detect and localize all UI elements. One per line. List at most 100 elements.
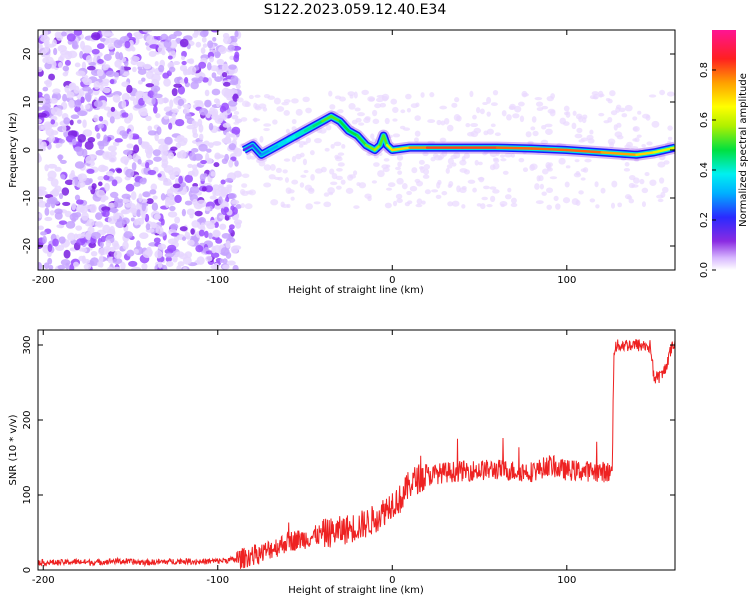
ridge-segment — [286, 134, 298, 142]
noise-blob — [43, 30, 49, 37]
noise-blob — [213, 262, 220, 270]
haze-blob — [382, 167, 390, 173]
noise-blob — [73, 85, 80, 94]
noise-blob — [62, 71, 69, 77]
colorbar-tick-label: 0.6 — [699, 112, 710, 128]
haze-blob — [532, 130, 539, 137]
noise-blob — [71, 203, 77, 211]
spectrogram-ridge — [241, 110, 675, 161]
haze-blob — [330, 181, 338, 186]
haze-blob — [431, 189, 439, 193]
noise-blob — [62, 201, 71, 207]
noise-blob — [128, 112, 134, 122]
noise-blob — [171, 113, 177, 119]
noise-blob — [216, 58, 225, 66]
noise-blob — [142, 191, 151, 198]
haze-blob — [441, 149, 448, 157]
haze-blob — [335, 175, 343, 181]
haze-blob — [547, 167, 553, 172]
noise-blob — [105, 70, 116, 77]
noise-blob — [85, 231, 92, 241]
noise-blob — [89, 204, 97, 213]
haze-blob — [337, 162, 345, 167]
noise-blob — [52, 88, 61, 94]
noise-blob — [220, 179, 226, 185]
noise-blob — [151, 97, 156, 105]
noise-blob — [188, 58, 195, 65]
noise-blob — [186, 124, 196, 130]
noise-blob — [90, 251, 98, 257]
colorbar: 0.0 0.2 0.4 0.6 0.8 Normalized spectral ampl… — [699, 30, 749, 278]
ridge-segment — [312, 119, 324, 128]
noise-blob — [173, 83, 183, 88]
noise-blob — [145, 83, 155, 88]
haze-blob — [525, 131, 532, 138]
haze-blob — [470, 130, 479, 138]
haze-blob — [373, 162, 380, 167]
noise-blob — [47, 243, 53, 253]
haze-blob — [234, 146, 239, 154]
noise-blob — [142, 94, 148, 102]
colorbar-tick-label: 0.0 — [699, 262, 710, 278]
haze-blob — [631, 184, 639, 188]
ridge-segment — [277, 139, 289, 147]
noise-blob — [52, 238, 59, 247]
haze-blob — [586, 134, 594, 140]
noise-blob — [106, 171, 114, 177]
haze-blob — [578, 139, 585, 143]
haze-blob — [330, 143, 335, 149]
haze-blob — [639, 178, 645, 185]
ridge-segment — [635, 151, 656, 157]
noise-blob — [156, 126, 162, 135]
noise-blob — [165, 260, 174, 267]
noise-blob — [118, 52, 124, 61]
haze-blob — [299, 182, 305, 188]
noise-blob — [50, 119, 56, 125]
noise-blob — [123, 231, 134, 239]
haze-blob — [352, 170, 358, 176]
haze-blob — [651, 120, 660, 128]
haze-blob — [263, 182, 272, 188]
spectrogram-x-tick-label: -100 — [206, 275, 229, 286]
haze-blob — [483, 130, 489, 136]
haze-blob — [559, 117, 567, 125]
spectrogram-y-tick-label: 10 — [22, 96, 33, 109]
noise-blob — [184, 174, 194, 183]
haze-blob — [580, 177, 586, 181]
haze-blob — [564, 181, 570, 188]
noise-blob — [157, 243, 167, 250]
noise-blob — [210, 65, 219, 72]
haze-blob — [598, 93, 605, 98]
noise-blob — [47, 163, 58, 169]
snr-x-axis: -200 -100 0 100 — [32, 330, 576, 586]
haze-blob — [397, 170, 403, 175]
haze-blob — [642, 113, 650, 119]
noise-blob — [102, 151, 113, 160]
haze-blob — [534, 183, 540, 190]
haze-blob — [512, 113, 520, 119]
noise-blob — [162, 144, 169, 152]
noise-blob — [144, 213, 150, 223]
noise-blob — [184, 113, 192, 120]
noise-blob — [163, 39, 172, 49]
haze-blob — [544, 123, 553, 128]
noise-blob — [167, 55, 173, 60]
noise-blob — [38, 112, 47, 118]
haze-blob — [291, 98, 299, 104]
colorbar-tick-label: 0.8 — [699, 62, 710, 78]
noise-blob — [153, 237, 161, 244]
haze-blob — [595, 204, 600, 209]
haze-blob — [540, 139, 549, 145]
noise-blob — [174, 194, 182, 204]
noise-blob — [142, 250, 153, 259]
noise-blob — [98, 141, 105, 150]
haze-blob — [379, 102, 387, 108]
noise-blob — [83, 263, 92, 270]
noise-blob — [121, 112, 129, 118]
noise-blob — [75, 70, 86, 77]
noise-blob — [55, 245, 65, 251]
haze-blob — [290, 196, 295, 201]
noise-blob — [107, 43, 115, 50]
noise-blob — [48, 264, 54, 270]
noise-blob — [86, 168, 95, 174]
